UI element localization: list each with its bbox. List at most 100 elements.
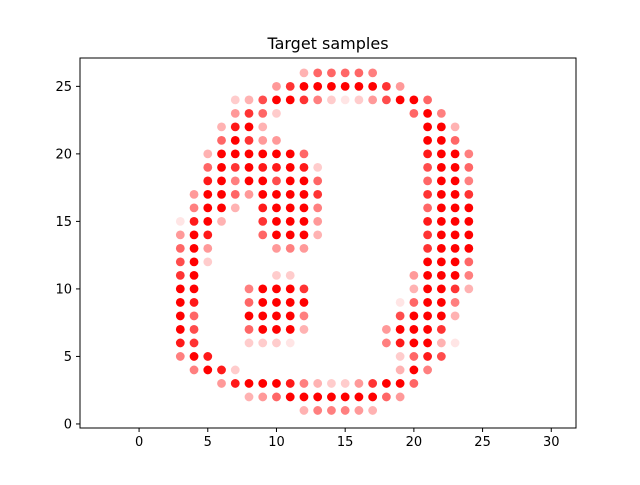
scatter-point	[258, 325, 268, 334]
scatter-point	[340, 81, 350, 91]
scatter-point	[189, 311, 199, 321]
y-tick-label: 10	[55, 282, 72, 297]
scatter-point	[299, 68, 309, 78]
scatter-point	[272, 298, 281, 307]
scatter-point	[285, 271, 295, 280]
scatter-point	[409, 284, 419, 294]
scatter-point	[272, 189, 281, 199]
scatter-point	[258, 162, 268, 172]
scatter-point	[285, 325, 295, 334]
scatter-point	[189, 216, 199, 226]
scatter-point	[285, 230, 295, 240]
scatter-point	[299, 298, 309, 307]
scatter-point	[409, 379, 419, 388]
scatter-point	[436, 338, 446, 348]
scatter-point	[327, 406, 336, 415]
scatter-point	[409, 352, 419, 361]
scatter-point	[272, 311, 281, 321]
scatter-point	[368, 81, 378, 91]
x-axis-ticks: 0 5 10 15 20 25 30	[135, 428, 560, 450]
scatter-point	[230, 379, 240, 388]
scatter-point	[203, 176, 213, 186]
scatter-point	[175, 257, 185, 267]
scatter-point	[450, 311, 460, 321]
scatter-point	[450, 203, 460, 213]
scatter-point	[409, 365, 419, 375]
scatter-point	[436, 189, 446, 199]
scatter-point	[464, 230, 474, 240]
scatter-point	[340, 406, 350, 415]
scatter-point	[423, 311, 433, 321]
scatter-point	[464, 284, 474, 294]
scatter-point	[244, 176, 254, 186]
scatter-point	[436, 149, 446, 159]
scatter-point	[299, 244, 309, 253]
scatter-point	[423, 257, 433, 267]
scatter-point	[189, 244, 199, 253]
scatter-point	[272, 176, 281, 186]
scatter-point	[436, 244, 446, 253]
scatter-point	[340, 95, 350, 105]
scatter-point	[381, 338, 391, 348]
scatter-point	[436, 352, 446, 361]
scatter-point	[327, 95, 336, 105]
scatter-point	[436, 325, 446, 334]
scatter-point	[189, 352, 199, 361]
scatter-point	[230, 162, 240, 172]
scatter-point	[285, 189, 295, 199]
scatter-point	[313, 68, 323, 78]
scatter-point	[395, 352, 405, 361]
scatter-point	[436, 311, 446, 321]
scatter-point	[285, 284, 295, 294]
scatter-point	[409, 95, 419, 105]
scatter-point	[368, 68, 378, 78]
scatter-point	[189, 271, 199, 280]
scatter-point	[423, 216, 433, 226]
scatter-point	[272, 162, 281, 172]
scatter-point	[436, 135, 446, 145]
scatter-point	[244, 108, 254, 118]
x-tick-label: 0	[135, 435, 143, 450]
scatter-point	[285, 162, 295, 172]
scatter-point	[217, 162, 226, 172]
scatter-point	[450, 176, 460, 186]
scatter-point	[354, 81, 364, 91]
scatter-point	[423, 162, 433, 172]
scatter-point	[423, 95, 433, 105]
scatter-point	[217, 149, 226, 159]
scatter-point	[272, 108, 281, 118]
scatter-point	[285, 203, 295, 213]
scatter-point	[436, 284, 446, 294]
scatter-point	[189, 365, 199, 375]
scatter-point	[175, 352, 185, 361]
scatter-point	[450, 271, 460, 280]
scatter-point	[395, 338, 405, 348]
scatter-point	[464, 244, 474, 253]
scatter-point	[313, 406, 323, 415]
scatter-point	[272, 216, 281, 226]
scatter-point	[464, 149, 474, 159]
scatter-point	[217, 176, 226, 186]
scatter-point	[327, 392, 336, 402]
scatter-point	[189, 325, 199, 334]
scatter-point	[175, 298, 185, 307]
x-tick-label: 25	[474, 435, 491, 450]
scatter-point	[217, 203, 226, 213]
scatter-point	[423, 176, 433, 186]
scatter-point	[285, 244, 295, 253]
scatter-point	[381, 379, 391, 388]
scatter-point	[313, 230, 323, 240]
scatter-point	[450, 298, 460, 307]
scatter-point	[423, 135, 433, 145]
scatter-point	[244, 162, 254, 172]
scatter-point	[203, 244, 213, 253]
scatter-point	[258, 392, 268, 402]
scatter-point	[423, 122, 433, 132]
scatter-point	[436, 162, 446, 172]
scatter-point	[175, 230, 185, 240]
points-layer	[175, 68, 474, 415]
scatter-point	[313, 162, 323, 172]
scatter-point	[450, 122, 460, 132]
scatter-point	[203, 352, 213, 361]
